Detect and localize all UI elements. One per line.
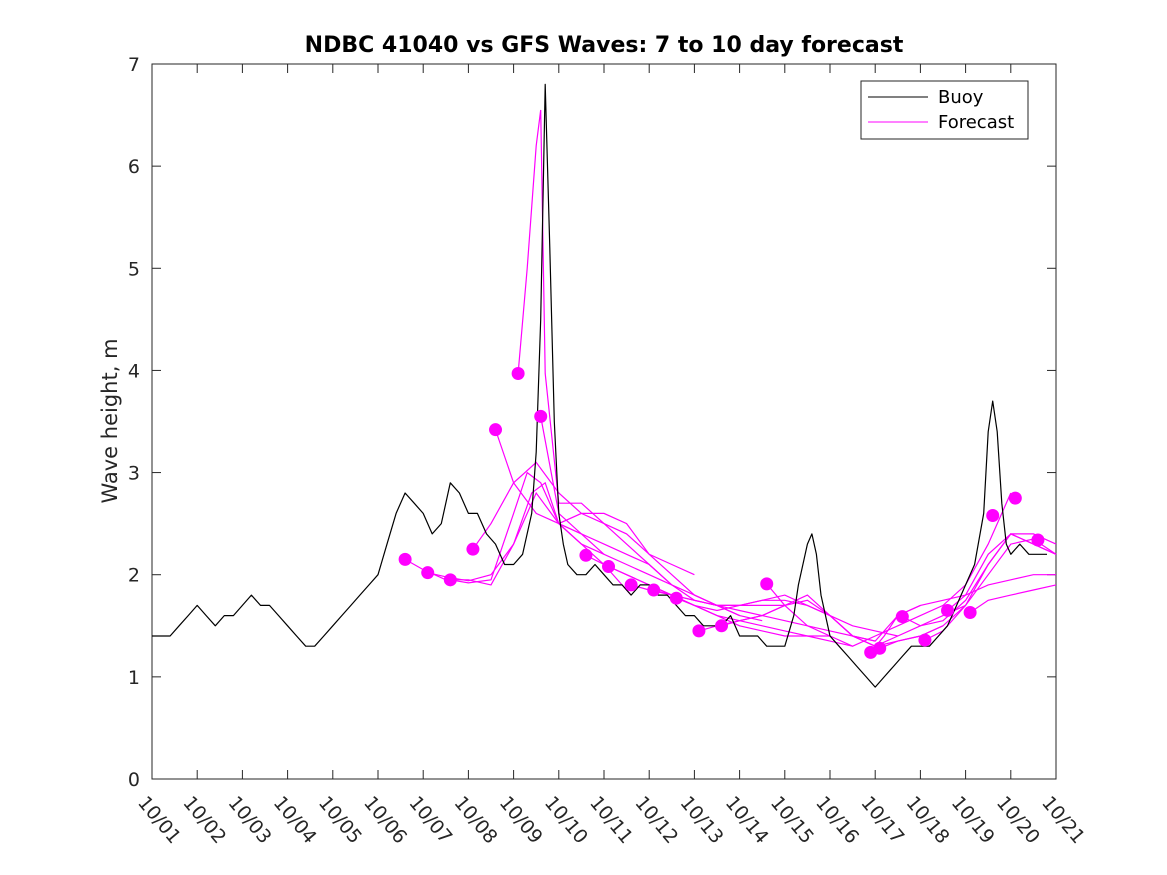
forecast-line (540, 416, 785, 606)
y-axis-label: Wave height, m (98, 338, 122, 503)
y-tick-label: 0 (128, 769, 140, 791)
y-tick-label: 7 (128, 54, 140, 76)
plot-area (151, 63, 1057, 780)
forecast-marker (715, 619, 729, 633)
forecast-marker (466, 542, 480, 556)
forecast-marker (443, 573, 457, 587)
legend-label-buoy: Buoy (938, 87, 984, 108)
forecast-marker (1008, 491, 1022, 505)
forecast-marker (1031, 533, 1045, 547)
forecast-marker (624, 578, 638, 592)
legend-box (860, 80, 1029, 140)
chart-title: NDBC 41040 vs GFS Waves: 7 to 10 day for… (305, 33, 904, 58)
forecast-marker (918, 633, 932, 647)
forecast-line (766, 492, 1012, 647)
y-tick-label: 3 (128, 463, 140, 485)
forecast-marker (986, 508, 1000, 522)
forecast-marker (669, 591, 683, 605)
forecast-marker (398, 552, 412, 566)
y-axis-ticks: 0 1 2 3 4 5 6 7 (128, 54, 1056, 791)
forecast-line (947, 574, 1056, 611)
forecast-line (517, 109, 763, 622)
forecast-marker (895, 610, 909, 624)
forecast-line (721, 594, 966, 647)
forecast-marker (760, 577, 774, 591)
forecast-marker (602, 560, 616, 574)
forecast-line (450, 471, 673, 586)
forecast-markers (398, 366, 1045, 659)
forecast-marker (511, 366, 525, 380)
forecast-marker (534, 409, 548, 423)
forecast-line (902, 533, 1057, 627)
y-tick-label: 4 (128, 360, 140, 382)
forecast-marker (692, 624, 706, 638)
forecast-marker (941, 603, 955, 617)
forecast-marker (421, 566, 435, 580)
forecast-line (969, 584, 1057, 613)
forecast-marker (873, 641, 887, 655)
forecast-marker (489, 423, 503, 437)
legend: Buoy Forecast (860, 80, 1029, 140)
forecast-marker (579, 548, 593, 562)
series-layer (152, 83, 1057, 688)
buoy-line (152, 83, 1047, 688)
y-tick-label: 2 (128, 565, 140, 587)
axes-box (151, 63, 1057, 780)
legend-label-forecast: Forecast (938, 112, 1014, 133)
forecast-line (653, 589, 898, 637)
forecast-marker (963, 606, 977, 620)
y-tick-label: 6 (128, 156, 140, 178)
y-tick-label: 5 (128, 258, 140, 280)
y-tick-label: 1 (128, 667, 140, 689)
forecast-marker (647, 583, 661, 597)
